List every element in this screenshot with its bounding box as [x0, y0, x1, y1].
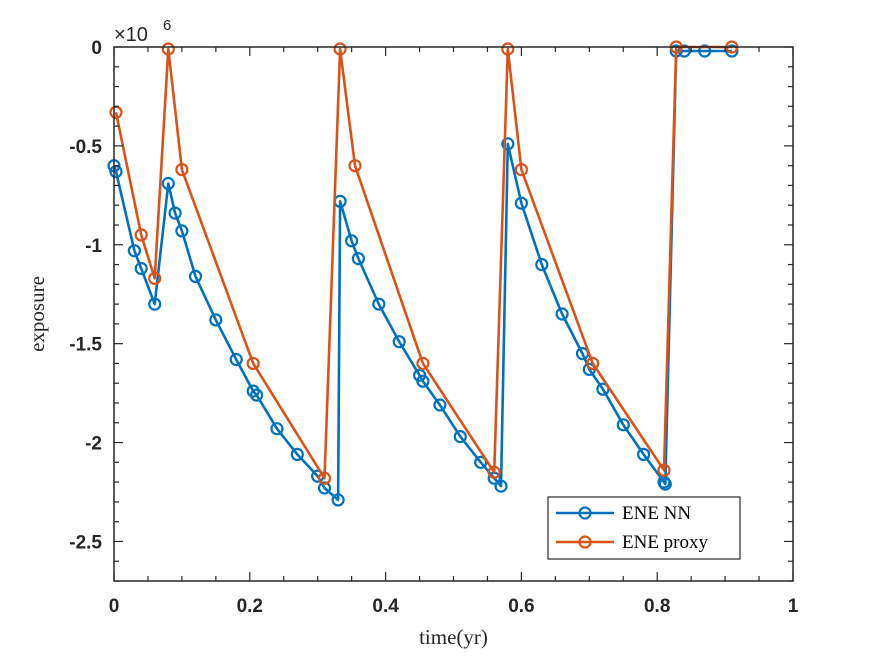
data-point: [348, 159, 362, 173]
data-point: [148, 297, 162, 311]
data-point: [168, 206, 182, 220]
data-point: [161, 176, 175, 191]
legend-swatch-marker: [578, 506, 592, 520]
data-point: [514, 196, 529, 210]
data-point: [134, 228, 148, 242]
series-0: [107, 44, 739, 507]
axes-layer: 0 0.2 0.4 0.6 0.8 1 0 -0.5 -1 -1.5 -2 -2.5: [69, 38, 798, 617]
y-tick-label: -2: [85, 434, 102, 455]
data-point: [250, 388, 264, 402]
y-tick-label: -1.5: [69, 335, 102, 356]
data-point: [345, 234, 359, 248]
y-tick-label: -1: [85, 236, 102, 257]
data-point: [127, 244, 141, 258]
legend-entry: ENE NN: [556, 503, 691, 524]
data-point: [725, 44, 739, 58]
data-point: [317, 481, 332, 495]
series-layer: [107, 40, 739, 507]
data-point: [331, 493, 345, 507]
data-point: [487, 465, 501, 479]
plot-area: [114, 47, 793, 581]
data-point: [657, 463, 671, 477]
data-point: [636, 447, 651, 461]
data-point: [416, 374, 430, 388]
y-tick-label: 0: [91, 38, 102, 59]
data-point: [229, 352, 243, 367]
x-tick-label: 0.2: [237, 596, 263, 617]
x-tick-label: 0: [109, 596, 120, 617]
data-point: [317, 471, 332, 485]
data-point: [188, 269, 203, 283]
x-tick-label: 1: [788, 596, 799, 617]
data-point: [351, 252, 365, 266]
data-point: [494, 479, 508, 493]
data-point: [698, 44, 712, 58]
x-tick-label: 0.4: [372, 596, 399, 617]
data-point: [514, 163, 529, 177]
data-point: [372, 297, 386, 311]
data-point: [453, 430, 467, 444]
data-point: [290, 447, 304, 461]
y-axis-label: exposure: [25, 276, 49, 352]
data-point: [161, 42, 175, 56]
data-point: [209, 313, 223, 327]
data-point: [333, 42, 347, 56]
data-point: [555, 307, 569, 321]
x-tick-label: 0.6: [508, 596, 534, 617]
legend-swatch-marker: [578, 535, 592, 549]
data-point: [586, 356, 600, 370]
data-point: [658, 477, 672, 491]
data-point: [416, 356, 430, 370]
data-point: [433, 398, 447, 412]
data-point: [392, 335, 406, 349]
data-point: [270, 422, 284, 436]
x-axis-label: time(yr): [419, 625, 488, 649]
series-line: [112, 49, 732, 502]
y-tick-label: -0.5: [69, 137, 102, 158]
data-point: [134, 261, 148, 276]
data-point: [535, 258, 549, 272]
data-point: [616, 418, 630, 432]
series-1: [109, 40, 739, 485]
legend-box: [547, 496, 741, 560]
legend-entry: ENE proxy: [556, 532, 709, 553]
data-point: [501, 137, 515, 151]
data-point: [148, 271, 162, 285]
axes-background: [114, 47, 793, 581]
legend-label: ENE NN: [622, 503, 691, 524]
data-point: [246, 356, 260, 370]
x-tick-label: 0.8: [644, 596, 670, 617]
y-multiplier-base: ×10: [114, 24, 148, 46]
data-point: [501, 42, 515, 56]
series-line: [114, 45, 732, 480]
y-multiplier-exponent: 6: [163, 17, 171, 34]
y-tick-label: -2.5: [69, 532, 102, 553]
y-axis-multiplier: ×10 6: [114, 17, 171, 46]
legend-label: ENE proxy: [622, 532, 709, 553]
data-point: [175, 224, 189, 238]
data-point: [175, 163, 189, 177]
legend: ENE NN ENE proxy: [547, 496, 741, 560]
